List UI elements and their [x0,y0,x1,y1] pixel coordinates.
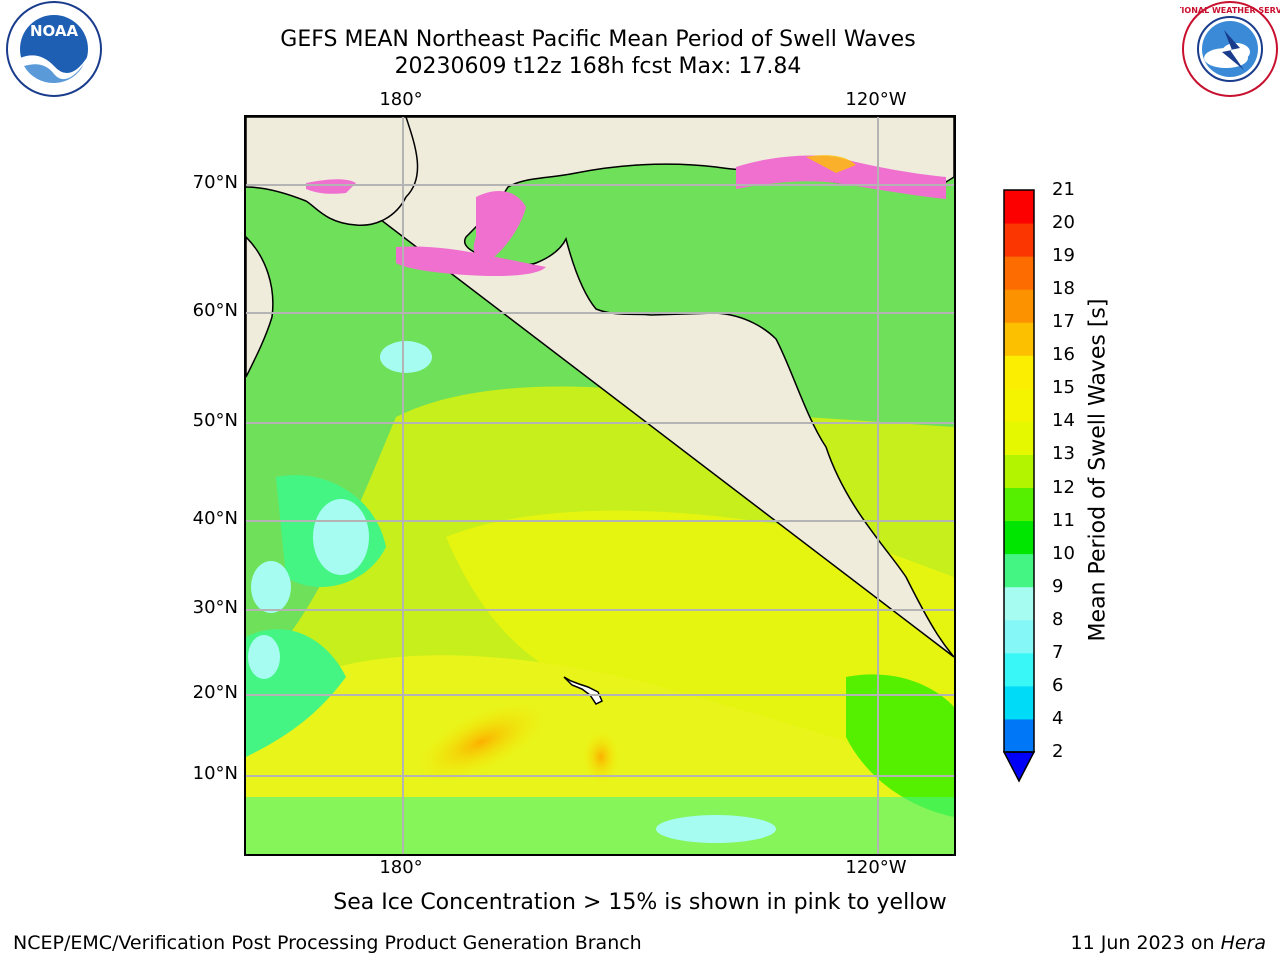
sea-ice-chukchi-west [306,179,356,194]
colorbar-tick-label: 12 [1052,476,1075,498]
sea-ice-note: Sea Ice Concentration > 15% is shown in … [333,890,947,915]
chart-subtitle: 20230609 t12z 168h fcst Max: 17.84 [394,54,802,79]
hawaii-islands [563,676,603,705]
swell-band-11s-east [846,674,954,817]
colorbar-block [1004,718,1034,753]
colorbar-block [1004,322,1034,356]
colorbar-block [1004,520,1034,555]
lat-label-60n: 60°N [192,300,238,321]
swell-patch-east [583,731,619,783]
lon-label-bottom-120w: 120°W [845,857,907,878]
chart-title: GEFS MEAN Northeast Pacific Mean Period … [280,27,916,52]
sea-ice-bering-strait [473,191,526,261]
lon-label-top-180: 180° [379,89,423,110]
swell-region-14s [446,510,954,755]
colorbar-tick-label: 15 [1052,377,1075,399]
colorbar-tick-label: 20 [1052,212,1075,234]
colorbar-tick-label: 13 [1052,443,1075,465]
colorbar-block [1004,355,1034,389]
colorbar-tick-label: 4 [1052,707,1064,729]
swell-patch-8s-a [313,499,369,575]
colorbar-blocks [1004,190,1034,753]
nws-logo: NATIONAL WEATHER SERVICE [1180,1,1280,97]
colorbar-block [1004,454,1034,489]
colorbar-block [1004,388,1034,422]
footer-right: 11 Jun 2023 on Hera [1071,932,1266,954]
colorbar-tick-label: 9 [1052,575,1064,597]
swell-patch-8s-b [251,561,291,613]
lat-label-70n: 70°N [192,172,238,193]
colorbar-block [1004,421,1034,455]
land-siberia-north [246,117,419,226]
colorbar-tick-label: 21 [1052,179,1075,200]
sea-ice-beaufort [736,155,946,199]
map-canvas [246,117,954,854]
footer-date: 11 Jun 2023 on [1070,932,1221,954]
colorbar [1003,189,1036,783]
colorbar-tick-label: 11 [1052,509,1075,531]
noaa-logo: NOAA [6,1,102,97]
swell-max-patch [416,703,546,781]
land-kamchatka [246,235,274,378]
colorbar-block [1004,586,1034,621]
colorbar-tick-label: 18 [1052,278,1075,300]
colorbar-tick-label: 16 [1052,344,1075,366]
colorbar-outline [1003,189,1035,753]
colorbar-block [1004,619,1034,654]
colorbar-extend-triangle [1003,751,1036,783]
footer-machine: Hera [1220,932,1266,954]
lat-label-40n: 40°N [192,508,238,529]
swell-patch-8s-d [656,815,776,843]
colorbar-block [1004,487,1034,522]
colorbar-block [1004,190,1034,224]
lon-label-top-120w: 120°W [845,89,907,110]
colorbar-tick-label: 17 [1052,311,1075,333]
colorbar-tick-label: 6 [1052,674,1064,696]
colorbar-block [1004,553,1034,588]
colorbar-tick-label: 2 [1052,741,1064,762]
sea-ice-bering-sea [396,246,546,277]
map-panel [244,115,956,856]
lat-label-50n: 50°N [192,410,238,431]
colorbar-block [1004,223,1034,257]
colorbar-tick-label: 19 [1052,245,1075,267]
nws-logo-text: NATIONAL WEATHER SERVICE [1180,6,1280,15]
lat-label-20n: 20°N [192,682,238,703]
swell-patch-8s-e [248,635,280,679]
swell-band-south [246,797,954,854]
lat-label-10n: 10°N [192,763,238,784]
colorbar-title: Mean Period of Swell Waves [s] [1085,298,1111,642]
colorbar-tick-label: 7 [1052,641,1064,663]
colorbar-tick-label: 8 [1052,608,1064,630]
sea-ice-edge-yellow [806,155,856,173]
colorbar-block [1004,289,1034,323]
lon-label-bottom-180: 180° [379,857,423,878]
colorbar-block [1004,652,1034,687]
colorbar-tick-label: 14 [1052,410,1075,432]
graticule [246,117,954,854]
footer-left: NCEP/EMC/Verification Post Processing Pr… [13,932,642,954]
colorbar-block [1004,685,1034,720]
swell-patch-8s-c [380,341,432,373]
noaa-logo-text: NOAA [30,22,79,40]
colorbar-block [1004,256,1034,290]
colorbar-tick-label: 10 [1052,542,1075,564]
lat-label-30n: 30°N [192,597,238,618]
